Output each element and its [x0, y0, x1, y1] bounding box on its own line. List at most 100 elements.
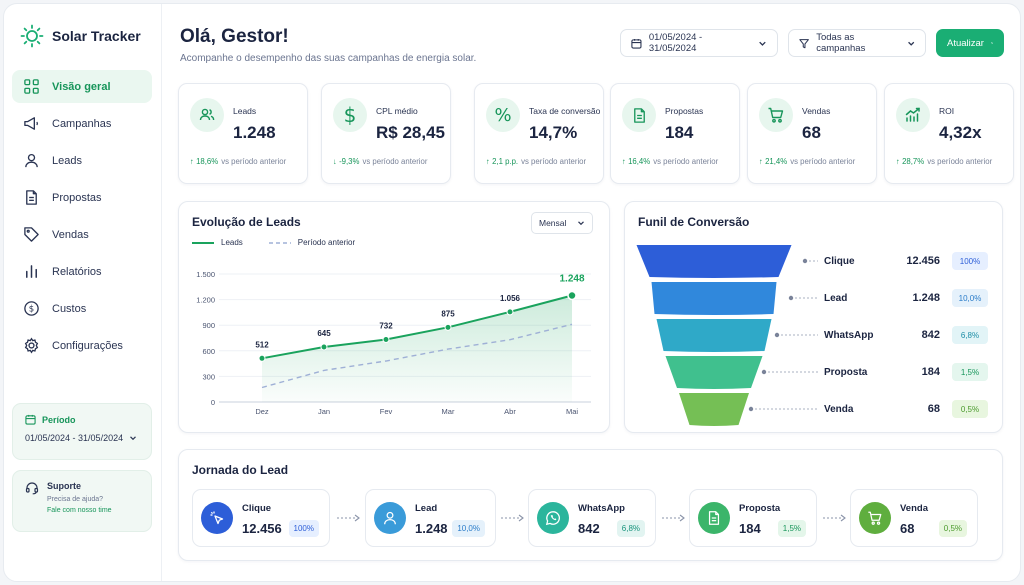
connector-dot: [761, 369, 767, 375]
journey-step-whatsapp[interactable]: WhatsApp 842 6,8%: [528, 489, 656, 547]
funnel-segment[interactable]: [679, 393, 749, 426]
chevron-down-icon[interactable]: [129, 434, 137, 442]
support-text: Suporte Precisa de ajuda? Fale com nosso…: [47, 481, 112, 521]
step-pct-badge: 100%: [288, 520, 319, 537]
y-tick-label: 300: [202, 372, 215, 381]
sidebar-item-configuracoes[interactable]: Configurações: [12, 329, 152, 362]
x-tick-label: Jan: [318, 407, 330, 416]
sidebar-item-label: Custos: [52, 302, 87, 315]
support-card[interactable]: Suporte Precisa de ajuda? Fale com nosso…: [12, 470, 152, 532]
step-icon-wrap: [859, 502, 891, 534]
kpi-compare: vs período anterior: [521, 157, 587, 166]
sidebar-item-vendas[interactable]: Vendas: [12, 218, 152, 251]
chart-legend: Leads Período anterior: [192, 238, 373, 247]
kpi-card-conversion[interactable]: % Taxa de conversão 14,7% ↑ 2,1 p.p. vs p…: [474, 83, 604, 184]
kpi-delta-value: 16,4%: [628, 157, 651, 166]
dotted-arrow-icon: [823, 514, 846, 522]
journey-step-clique[interactable]: Clique 12.456 100%: [192, 489, 330, 547]
period-card[interactable]: Período 01/05/2024 - 31/05/2024: [12, 403, 152, 460]
support-link[interactable]: Fale com nosso time: [47, 507, 112, 514]
sidebar-item-label: Leads: [52, 154, 82, 167]
app-window: Solar Tracker Visão geral Campanhas Lead…: [3, 3, 1021, 582]
funnel-row[interactable]: Lead 1.248 10,0%: [625, 288, 1004, 308]
whatsapp-icon: [545, 511, 560, 526]
kpi-delta: ↑ 18,6% vs período anterior: [190, 157, 286, 166]
campaign-filter[interactable]: Todas as campanhas: [788, 29, 926, 57]
sidebar-item-custos[interactable]: $ Custos: [12, 292, 152, 325]
funnel-chart: [636, 245, 818, 426]
kpi-card-cpl[interactable]: $ CPL médio R$ 28,45 ↓ -9,3% vs período a…: [321, 83, 451, 184]
funnel-row[interactable]: WhatsApp 842 6,8%: [625, 325, 1004, 345]
step-label: Venda: [900, 503, 928, 514]
funnel-stage-label: Proposta: [824, 366, 868, 378]
kpi-card-proposals[interactable]: Propostas 184 ↑ 16,4% vs período anterior: [610, 83, 740, 184]
leads-chart-title: Evolução de Leads: [192, 215, 301, 229]
journey-title: Jornada do Lead: [192, 463, 289, 477]
period-title: Período: [42, 414, 76, 425]
funnel-row[interactable]: Clique 12.456 100%: [625, 251, 1004, 271]
sidebar-item-leads[interactable]: Leads: [12, 144, 152, 177]
funnel-stage-label: Venda: [824, 403, 854, 415]
delta-up-arrow-icon: ↑: [190, 157, 197, 166]
data-label: 732: [379, 322, 393, 331]
step-pct-badge: 0,5%: [938, 520, 967, 537]
sidebar-item-propostas[interactable]: Propostas: [12, 181, 152, 214]
kpi-card-leads[interactable]: Leads 1.248 ↑ 18,6% vs período anterior: [178, 83, 308, 184]
document-icon: [633, 107, 645, 123]
period-select[interactable]: Mensal: [531, 212, 593, 234]
funnel-row[interactable]: Venda 68 0,5%: [625, 399, 1004, 419]
legend-item-previous[interactable]: Período anterior: [268, 238, 355, 247]
step-icon-wrap: [201, 502, 233, 534]
period-value-row: 01/05/2024 - 31/05/2024: [25, 433, 139, 443]
journey-step-venda[interactable]: Venda 68 0,5%: [850, 489, 978, 547]
kpi-delta-value: -9,3%: [339, 157, 360, 166]
dotted-arrow-icon: [337, 514, 360, 522]
refresh-label: Atualizar: [947, 37, 984, 49]
funnel-row[interactable]: Proposta 184 1,5%: [625, 362, 1004, 382]
funnel-stage-pct-badge: 6,8%: [952, 326, 988, 344]
sidebar-item-relatorios[interactable]: Relatórios: [12, 255, 152, 288]
leads-line-chart: 0 300 600 900 1.200 1.500 Dez Jan Fev Mar Abr Mai 5…: [196, 270, 591, 416]
kpi-delta: ↓ -9,3% vs período anterior: [333, 157, 427, 166]
y-tick-label: 1.500: [196, 270, 215, 279]
chevron-down-icon: [759, 41, 766, 46]
brand-name: Solar Tracker: [52, 28, 141, 44]
cart-icon: [768, 107, 784, 123]
journey-step-lead[interactable]: Lead 1.248 10,0%: [365, 489, 496, 547]
step-icon-wrap: [537, 502, 569, 534]
funnel-segment[interactable]: [656, 319, 772, 352]
journey-step-proposta[interactable]: Proposta 184 1,5%: [689, 489, 817, 547]
leads-point: [444, 323, 452, 331]
kpi-label: ROI: [939, 106, 955, 116]
percent-icon: %: [494, 104, 512, 126]
svg-text:$: $: [29, 305, 34, 315]
funnel-stage-pct-badge: 100%: [952, 252, 988, 270]
dotted-arrow-icon: [662, 514, 685, 522]
kpi-value: 14,7%: [529, 123, 578, 142]
x-tick-label: Mai: [566, 407, 578, 416]
date-range-picker[interactable]: 01/05/2024 - 31/05/2024: [620, 29, 778, 57]
journey-panel: Jornada do Lead Clique 12.456 100% Lead …: [178, 449, 1003, 561]
kpi-icon-wrap: [759, 98, 793, 132]
legend-item-current[interactable]: Leads: [192, 238, 243, 247]
x-tick-label: Fev: [380, 407, 393, 416]
refresh-button[interactable]: Atualizar: [936, 29, 1004, 57]
funnel-stage-value: 1.248: [912, 292, 940, 304]
kpi-card-roi[interactable]: ROI 4,32x ↑ 28,7% vs período anterior: [884, 83, 1014, 184]
dotted-arrow-icon: [501, 514, 524, 522]
brand[interactable]: Solar Tracker: [20, 24, 141, 48]
step-value: 842: [578, 521, 600, 536]
funnel-segment[interactable]: [651, 282, 777, 315]
sidebar-item-campanhas[interactable]: Campanhas: [12, 107, 152, 140]
funnel-segment[interactable]: [636, 245, 792, 278]
x-tick-label: Mar: [442, 407, 455, 416]
funnel-segment[interactable]: [665, 356, 763, 389]
kpi-card-sales[interactable]: Vendas 68 ↑ 21,4% vs período anterior: [747, 83, 877, 184]
data-label: 512: [255, 340, 269, 349]
delta-up-arrow-icon: ↑: [622, 157, 629, 166]
delta-up-arrow-icon: ↑: [759, 157, 766, 166]
sidebar-item-visao-geral[interactable]: Visão geral: [12, 70, 152, 103]
sidebar-item-label: Configurações: [52, 339, 123, 352]
kpi-delta-value: 21,4%: [765, 157, 788, 166]
dashboard-icon: [24, 79, 39, 94]
